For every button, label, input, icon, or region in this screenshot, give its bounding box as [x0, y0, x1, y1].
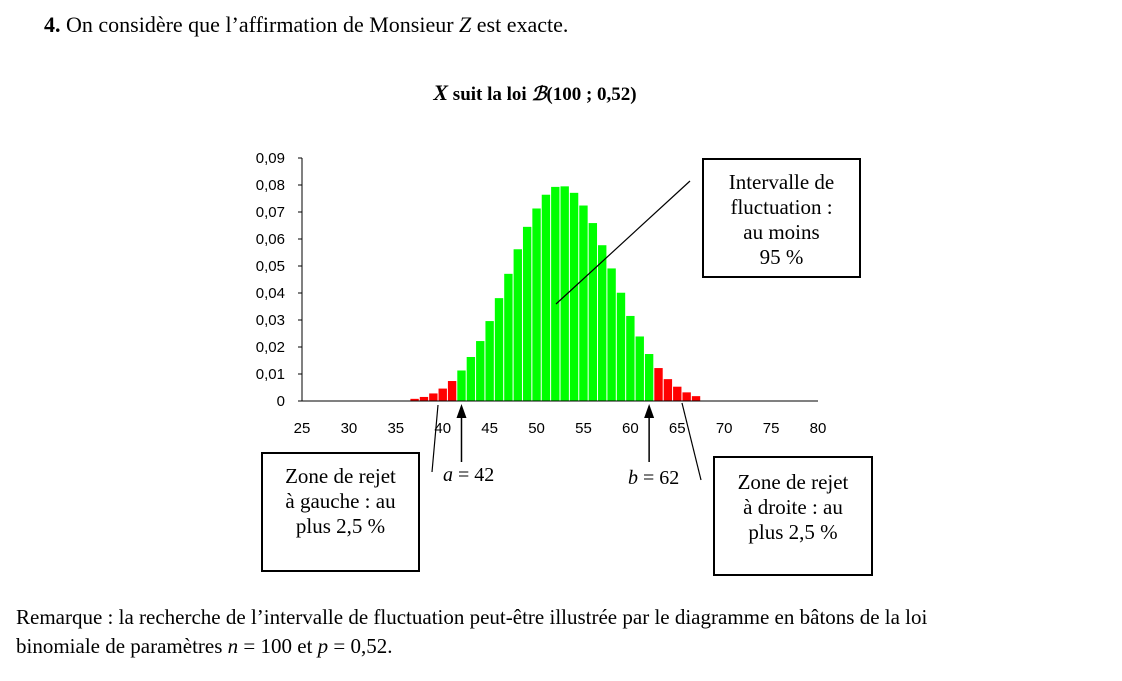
y-tick-label: 0 [277, 393, 285, 410]
left-reject-box: Zone de rejet à gauche : au plus 2,5 % [261, 452, 420, 572]
y-tick-label: 0,01 [256, 366, 285, 383]
remark: Remarque : la recherche de l’intervalle … [16, 603, 1116, 661]
bar [504, 273, 513, 401]
remark-line-2: binomiale de paramètres n = 100 et p = 0… [16, 632, 1116, 661]
interval-box: Intervalle de fluctuation : au moins 95 … [702, 158, 861, 278]
bar [429, 393, 438, 401]
x-tick-label: 40 [434, 420, 451, 437]
left-box-line: plus 2,5 % [295, 514, 386, 538]
a-var: a [443, 464, 453, 486]
bar [616, 292, 626, 401]
right-reject-box: Zone de rejet à droite : au plus 2,5 % [713, 456, 873, 576]
chart-title-params: (100 ; 0,52) [546, 84, 637, 105]
left-box-line: à gauche : au [285, 489, 396, 513]
b-value: = 62 [638, 467, 680, 489]
bar [569, 192, 579, 401]
left-box-line: Zone de rejet [285, 464, 396, 488]
binomial-bar-chart: 0 0,01 0,02 0,03 0,04 0,05 0,06 0,07 0,08 0,09 25 3… [256, 150, 827, 481]
question-heading: 4. On considère que l’affirmation de Mon… [44, 12, 568, 38]
b-label: b = 62 [628, 467, 679, 490]
x-tick-label: 50 [528, 420, 545, 437]
question-number: 4. [44, 12, 61, 37]
p-var: p [317, 634, 329, 658]
bar [476, 341, 485, 401]
x-tick-label: 25 [294, 420, 311, 437]
b-var: b [628, 467, 638, 489]
left-pointer-line [431, 404, 439, 473]
bar [551, 186, 560, 401]
y-tick-label: 0,05 [256, 258, 285, 275]
bar [447, 381, 457, 401]
heading-text-before: On considère que l’affirmation de Monsie… [66, 12, 460, 37]
x-tick-label: 60 [622, 420, 639, 437]
interval-pointer-line [555, 180, 691, 305]
y-tick-label: 0,04 [256, 285, 285, 302]
a-value: = 42 [453, 464, 495, 486]
chart-title-law: ℬ [531, 83, 547, 105]
bar [682, 392, 691, 401]
y-tick-label: 0,06 [256, 231, 285, 248]
bar [588, 223, 598, 401]
x-tick-label: 65 [669, 420, 686, 437]
bar [644, 354, 654, 401]
bar [598, 245, 607, 401]
bar [466, 356, 476, 401]
y-tick-label: 0,03 [256, 312, 285, 329]
interval-box-line: Intervalle de [728, 170, 835, 194]
bar [654, 368, 663, 401]
bar [560, 186, 569, 401]
a-arrow-head [456, 404, 467, 418]
chart-title: X suit la loi ℬ(100 ; 0,52) [0, 80, 1070, 106]
bar [485, 321, 494, 401]
remark-line-1: Remarque : la recherche de l’intervalle … [16, 605, 928, 629]
bar [410, 398, 419, 401]
x-tick-label: 55 [575, 420, 592, 437]
b-arrow-head [644, 404, 655, 418]
x-tick-label: 80 [810, 420, 827, 437]
bar [419, 396, 429, 401]
y-tick-label: 0,07 [256, 204, 285, 221]
x-tick-label: 35 [387, 420, 404, 437]
right-pointer-line [681, 402, 702, 481]
bar [626, 315, 635, 401]
interval-box-line: au moins [743, 220, 820, 244]
bar [541, 194, 551, 401]
a-label: a = 42 [443, 464, 494, 487]
bar [522, 226, 532, 401]
remark-text: = 0,52. [328, 634, 393, 658]
bar [607, 268, 616, 401]
n-var: n [227, 634, 239, 658]
right-box-line: Zone de rejet [737, 470, 849, 494]
remark-text: = 100 et [238, 634, 318, 658]
interval-box-line: 95 % [759, 245, 804, 269]
heading-text-after: est exacte. [471, 12, 569, 37]
heading-var: Z [459, 12, 472, 37]
right-box-line: plus 2,5 % [748, 520, 838, 544]
bar [579, 205, 588, 401]
interval-box-line: fluctuation : [730, 195, 833, 219]
bar [457, 370, 466, 401]
bar [663, 379, 673, 401]
bar [438, 388, 447, 401]
chart-title-text: suit la loi [448, 84, 532, 105]
bar [635, 336, 644, 401]
remark-text: binomiale de paramètres [16, 634, 228, 658]
bar [691, 396, 701, 401]
y-tick-label: 0,09 [256, 150, 285, 167]
chart-title-var: X [433, 80, 449, 105]
y-tick-label: 0,02 [256, 339, 285, 356]
x-tick-label: 45 [481, 420, 498, 437]
bar [494, 298, 504, 401]
bar [673, 386, 682, 401]
y-tick-label: 0,08 [256, 177, 285, 194]
x-tick-label: 70 [716, 420, 733, 437]
x-tick-label: 75 [763, 420, 780, 437]
bar [513, 249, 522, 401]
x-tick-label: 30 [341, 420, 358, 437]
bar [532, 208, 541, 401]
right-box-line: à droite : au [743, 495, 843, 519]
